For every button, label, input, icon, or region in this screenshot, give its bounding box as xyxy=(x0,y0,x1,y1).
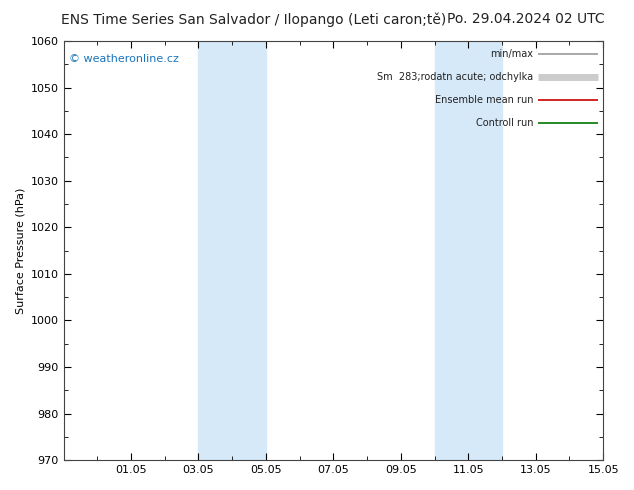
Text: min/max: min/max xyxy=(490,49,533,59)
Text: © weatheronline.cz: © weatheronline.cz xyxy=(69,53,179,64)
Text: Po. 29.04.2024 02 UTC: Po. 29.04.2024 02 UTC xyxy=(448,12,605,26)
Text: Controll run: Controll run xyxy=(476,118,533,128)
Bar xyxy=(434,41,502,460)
Text: Sm  283;rodatn acute; odchylka: Sm 283;rodatn acute; odchylka xyxy=(377,72,533,82)
Text: Ensemble mean run: Ensemble mean run xyxy=(434,95,533,105)
Bar xyxy=(198,41,266,460)
Text: ENS Time Series San Salvador / Ilopango (Leti caron;tě): ENS Time Series San Salvador / Ilopango … xyxy=(61,12,446,27)
Y-axis label: Surface Pressure (hPa): Surface Pressure (hPa) xyxy=(15,187,25,314)
